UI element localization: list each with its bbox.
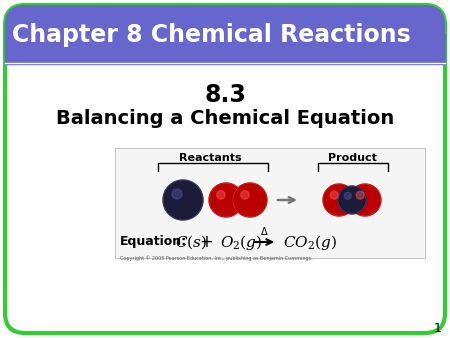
Text: Copyright © 2005 Pearson Education, Inc., publishing as Benjamin Cummings.: Copyright © 2005 Pearson Education, Inc.… <box>120 255 313 261</box>
FancyBboxPatch shape <box>5 5 445 63</box>
Bar <box>115 148 425 258</box>
Text: Balancing a Chemical Equation: Balancing a Chemical Equation <box>56 108 394 127</box>
Circle shape <box>338 186 366 214</box>
Circle shape <box>233 183 267 217</box>
Text: Reactants: Reactants <box>179 153 241 163</box>
Circle shape <box>209 183 243 217</box>
Text: Equation:: Equation: <box>120 236 187 248</box>
Circle shape <box>349 184 381 216</box>
Circle shape <box>241 191 249 199</box>
Circle shape <box>323 184 355 216</box>
Text: $C(s)$: $C(s)$ <box>175 233 207 251</box>
Circle shape <box>344 192 351 199</box>
Text: 8.3: 8.3 <box>204 83 246 107</box>
Circle shape <box>172 189 182 199</box>
Text: $\Delta$: $\Delta$ <box>260 225 269 237</box>
Circle shape <box>330 191 338 199</box>
FancyBboxPatch shape <box>5 5 445 333</box>
Circle shape <box>356 191 364 199</box>
Text: 1: 1 <box>434 321 442 335</box>
Circle shape <box>163 180 203 220</box>
Text: +: + <box>199 233 213 251</box>
Bar <box>5 34 445 64</box>
Text: $O_2(g)$: $O_2(g)$ <box>220 233 262 251</box>
Text: Chapter 8 Chemical Reactions: Chapter 8 Chemical Reactions <box>12 23 411 47</box>
Text: $CO_2(g)$: $CO_2(g)$ <box>283 233 337 251</box>
Circle shape <box>216 191 225 199</box>
Text: Product: Product <box>328 153 377 163</box>
